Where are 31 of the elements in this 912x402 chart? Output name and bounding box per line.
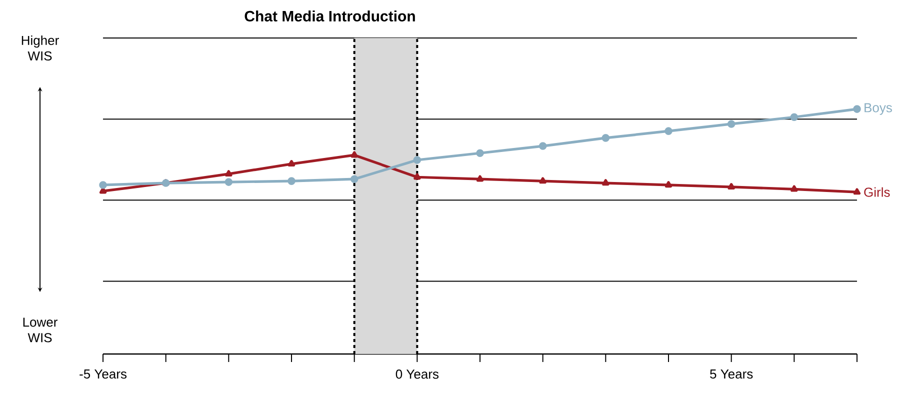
point (350, 175, 358, 183)
point (413, 156, 422, 164)
point (728, 183, 735, 190)
text: Higher WIS (22, 35, 59, 61)
point (414, 173, 421, 180)
chart-title: Chat Media Introduction (244, 10, 415, 22)
point (853, 105, 861, 113)
point (602, 179, 610, 186)
point (476, 175, 484, 182)
point (224, 178, 233, 186)
series-label: Girls (864, 187, 890, 197)
x-tick-label: -5 Years (80, 370, 127, 379)
point (602, 134, 610, 142)
point (538, 142, 547, 150)
point (288, 160, 296, 167)
point (790, 113, 798, 122)
series-label: Boys (864, 103, 892, 115)
point (664, 181, 672, 188)
x-tick-label: 0 Years (396, 370, 439, 379)
point (664, 127, 672, 135)
point (350, 151, 358, 158)
text: Lower WIS (23, 318, 58, 342)
point (539, 177, 546, 184)
point (225, 170, 232, 177)
point (790, 185, 798, 192)
point (288, 177, 296, 185)
point (853, 188, 861, 195)
x-tick-label: 5 Years (710, 370, 753, 379)
point (99, 181, 107, 189)
point (727, 120, 736, 128)
point (476, 149, 484, 158)
